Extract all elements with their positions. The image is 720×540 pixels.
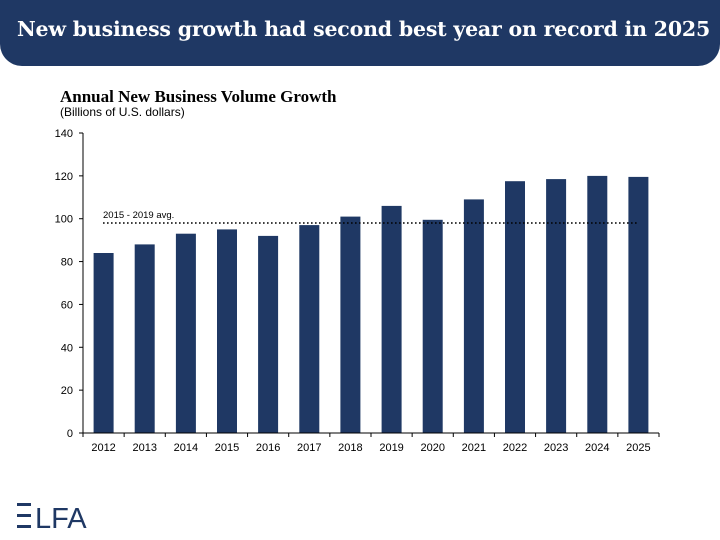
- bar-2017: [299, 225, 320, 433]
- logo-e-mark: [17, 503, 31, 528]
- logo-text: LFA: [35, 503, 87, 530]
- x-tick-label-2015: 2015: [215, 442, 239, 454]
- x-tick-label-2022: 2022: [503, 442, 527, 454]
- bar-2023: [546, 179, 567, 433]
- x-tick-label-2017: 2017: [297, 442, 321, 454]
- bar-2021: [463, 199, 484, 433]
- x-tick-label-2025: 2025: [626, 442, 650, 454]
- x-tick-label-2021: 2021: [462, 442, 486, 454]
- y-tick-label-40: 40: [61, 342, 73, 354]
- bar-2015: [217, 229, 237, 433]
- bar-2022: [505, 181, 525, 433]
- x-tick-label-2024: 2024: [585, 442, 609, 454]
- elfa-logo: LFA: [17, 503, 87, 530]
- bar-2013: [134, 244, 155, 433]
- bar-2025: [628, 176, 649, 433]
- x-tick-label-2023: 2023: [544, 442, 568, 454]
- y-tick-label-60: 60: [61, 299, 73, 311]
- page-title: New business growth had second best year…: [17, 17, 711, 41]
- bar-2019: [381, 205, 402, 433]
- chart-subtitle: (Billions of U.S. dollars): [60, 105, 185, 119]
- chart-title: Annual New Business Volume Growth: [60, 87, 337, 106]
- y-tick-label-100: 100: [55, 214, 73, 226]
- bar-2018: [340, 216, 361, 433]
- y-tick-label-120: 120: [55, 171, 73, 183]
- x-tick-label-2013: 2013: [132, 442, 156, 454]
- x-tick-label-2014: 2014: [174, 442, 198, 454]
- bar-2024: [587, 175, 608, 433]
- y-tick-label-140: 140: [55, 128, 73, 140]
- bar-2016: [258, 235, 279, 433]
- x-tick-label-2020: 2020: [420, 442, 444, 454]
- x-tick-label-2018: 2018: [338, 442, 362, 454]
- bar-2012: [93, 253, 114, 433]
- y-tick-label-80: 80: [61, 257, 73, 269]
- y-tick-label-20: 20: [61, 385, 73, 397]
- x-tick-label-2016: 2016: [256, 442, 280, 454]
- average-reference-label: 2015 - 2019 avg.: [103, 210, 174, 221]
- bar-2020: [422, 219, 443, 433]
- y-tick-label-0: 0: [67, 428, 73, 440]
- x-tick-label-2019: 2019: [379, 442, 403, 454]
- title-banner: New business growth had second best year…: [0, 0, 720, 66]
- bar-2014: [175, 233, 196, 433]
- x-tick-label-2012: 2012: [91, 442, 115, 454]
